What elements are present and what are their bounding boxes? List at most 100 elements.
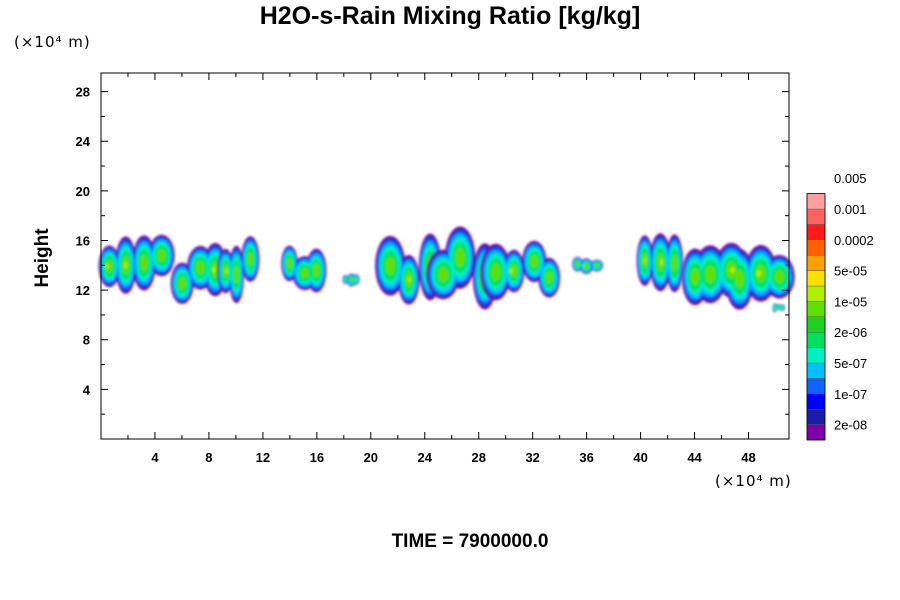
time-footer: TIME = 7900000.0 xyxy=(391,531,549,552)
colorbar-swatch xyxy=(806,347,826,364)
rain-core xyxy=(582,265,585,268)
colorbar-label: 0.001 xyxy=(834,202,867,217)
colorbar-swatch xyxy=(806,224,826,240)
rain-cell xyxy=(375,233,442,305)
rain-contour xyxy=(774,306,776,310)
y-axis: 4 8 12 16 20 24 28 xyxy=(76,85,789,415)
rain-contour xyxy=(671,254,678,272)
rain-contour xyxy=(301,268,309,279)
rain-contour xyxy=(584,263,589,269)
rain-contour xyxy=(286,258,292,269)
chart-title: H2O-s-Rain Mixing Ratio [kg/kg] xyxy=(259,2,641,30)
rain-core xyxy=(779,307,781,309)
x-tick-label: 48 xyxy=(741,450,755,465)
colorbar-swatch xyxy=(806,208,826,225)
colorbar-swatch xyxy=(806,362,826,379)
x-tick-label: 32 xyxy=(525,450,539,465)
rain-cell xyxy=(572,257,604,275)
x-tick-label: 12 xyxy=(256,450,270,465)
y-tick-label: 16 xyxy=(76,233,90,248)
y-tick-label: 28 xyxy=(76,85,90,100)
rain-contour xyxy=(781,306,784,309)
rain-contour xyxy=(247,252,254,266)
rain-contour xyxy=(106,260,113,273)
colorbar-label: 1e-07 xyxy=(834,387,867,402)
rain-contour xyxy=(735,270,744,289)
x-tick-label: 40 xyxy=(633,450,647,465)
colorbar-swatch xyxy=(806,254,826,271)
rain-core xyxy=(509,268,514,274)
colorbar-swatch xyxy=(806,270,826,287)
y-tick-label: 12 xyxy=(76,283,90,298)
rain-contour xyxy=(594,263,599,268)
colorbar-swatch xyxy=(806,332,826,348)
rain-contour xyxy=(545,271,553,284)
rain-contour xyxy=(691,268,700,286)
colorbar-frame xyxy=(806,193,826,441)
colorbar-swatch xyxy=(806,285,826,302)
rain-core xyxy=(774,307,776,309)
x-tick-label: 24 xyxy=(418,450,433,465)
rain-contour xyxy=(510,264,518,278)
rain-cell xyxy=(636,233,684,293)
rain-contour xyxy=(438,266,449,282)
x-tick-label: 36 xyxy=(579,450,593,465)
colorbar-swatch xyxy=(806,316,826,333)
x-axis-unit: (×10⁴ m) xyxy=(715,472,792,490)
colorbar-swatch xyxy=(806,424,826,441)
y-axis-unit: (×10⁴ m) xyxy=(14,33,91,51)
colorbar: 2e-08 1e-07 5e-07 2e-06 1e-05 5e-05 0.0002 0.00… xyxy=(806,171,874,441)
x-tick-label: 8 xyxy=(205,450,212,465)
x-tick-label: 20 xyxy=(364,450,378,465)
y-tick-label: 20 xyxy=(76,184,90,199)
colorbar-swatch xyxy=(806,409,826,425)
rain-contour xyxy=(575,262,580,267)
rain-contour xyxy=(455,248,465,267)
colorbar-label: 2e-08 xyxy=(834,418,867,433)
y-tick-label: 4 xyxy=(83,382,91,397)
rain-core xyxy=(643,257,647,264)
rain-contour xyxy=(350,278,353,283)
rain-core xyxy=(124,261,128,269)
rain-cell xyxy=(772,303,786,313)
rain-contour xyxy=(196,261,205,275)
x-tick-label: 4 xyxy=(151,450,159,465)
rain-core xyxy=(212,266,217,273)
rain-contour xyxy=(774,270,785,284)
rain-contour xyxy=(178,277,186,290)
rain-core xyxy=(729,266,735,274)
x-axis: 4 8 12 16 20 24 28 32 36 40 44 48 xyxy=(127,73,756,465)
colorbar-swatch xyxy=(806,193,826,210)
colorbar-label: 1e-05 xyxy=(834,294,867,309)
rain-cell xyxy=(342,273,360,287)
rain-cell xyxy=(98,234,175,294)
rain-contour xyxy=(140,254,148,272)
colorbar-label: 0.005 xyxy=(834,171,867,186)
rain-contour xyxy=(313,263,320,278)
x-tick-label: 16 xyxy=(310,450,324,465)
rain-core xyxy=(756,269,762,277)
colorbar-swatch xyxy=(806,393,826,410)
rain-contour xyxy=(234,265,239,284)
rain-core xyxy=(225,268,228,274)
plot-frame xyxy=(100,72,790,440)
rain-core xyxy=(407,276,411,283)
rain-contour xyxy=(385,256,395,275)
colorbar-label: 5e-07 xyxy=(834,356,867,371)
rain-field xyxy=(98,226,795,313)
colorbar-swatch xyxy=(806,239,826,256)
rain-contour xyxy=(491,263,501,281)
colorbar-swatch xyxy=(806,301,826,317)
rain-contour xyxy=(354,277,358,282)
y-tick-label: 24 xyxy=(76,134,91,149)
rain-cell xyxy=(281,245,327,293)
rain-cell xyxy=(217,236,260,304)
colorbar-label: 0.0002 xyxy=(834,233,874,248)
rain-contour xyxy=(344,278,347,281)
rain-core xyxy=(659,258,664,266)
colorbar-swatch xyxy=(806,378,826,394)
rain-cell xyxy=(480,240,561,301)
rain-cell xyxy=(681,242,795,310)
rain-contour xyxy=(777,305,780,308)
